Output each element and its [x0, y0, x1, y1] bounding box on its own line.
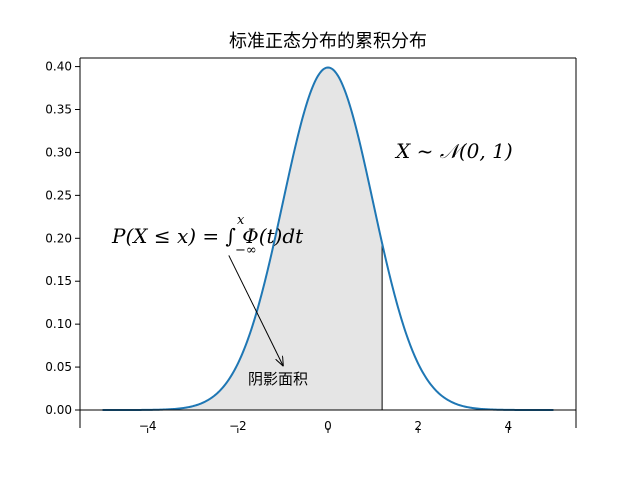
- axes-frame: [79, 57, 577, 428]
- formula-label: P(X ≤ x) = ∫ Φ(t)dt: [111, 224, 304, 248]
- y-tick-label: 0.30: [45, 145, 72, 159]
- normal-pdf-curve: [102, 66, 554, 411]
- y-tick-label: 0.05: [45, 360, 72, 374]
- y-tick-label: 0.40: [45, 60, 72, 74]
- shaded-area: [102, 67, 383, 411]
- formula-upper-limit: x: [237, 213, 245, 228]
- distribution-annotation: X ~ 𝒩(0, 1): [394, 139, 513, 163]
- arrow-text: 阴影面积: [248, 370, 308, 388]
- chart-title: 标准正态分布的累积分布: [229, 31, 427, 52]
- y-axis-ticks: 0.00 0.05 0.10 0.15 0.20 0.25 0.30 0.35 0.40: [45, 60, 80, 417]
- plot-area: [102, 66, 554, 411]
- x-tick-label: −2: [229, 419, 247, 433]
- formula-annotation: P(X ≤ x) = ∫ Φ(t)dt x −∞: [111, 213, 304, 258]
- y-tick-label: 0.15: [45, 274, 72, 288]
- x-tick-label: −4: [139, 419, 157, 433]
- x-axis-ticks: −4 −2 0 2 4: [139, 419, 512, 433]
- y-tick-label: 0.20: [45, 231, 72, 245]
- formula-lower-limit: −∞: [235, 243, 257, 258]
- y-tick-label: 0.35: [45, 103, 72, 117]
- x-tick-label: 4: [505, 419, 513, 433]
- y-tick-label: 0.00: [45, 403, 72, 417]
- x-tick-label: 2: [414, 419, 422, 433]
- x-tick-label: 0: [324, 419, 332, 433]
- annotation-arrow: [228, 255, 283, 365]
- y-tick-label: 0.10: [45, 317, 72, 331]
- distribution-label: X ~ 𝒩(0, 1): [394, 139, 513, 163]
- y-tick-label: 0.25: [45, 188, 72, 202]
